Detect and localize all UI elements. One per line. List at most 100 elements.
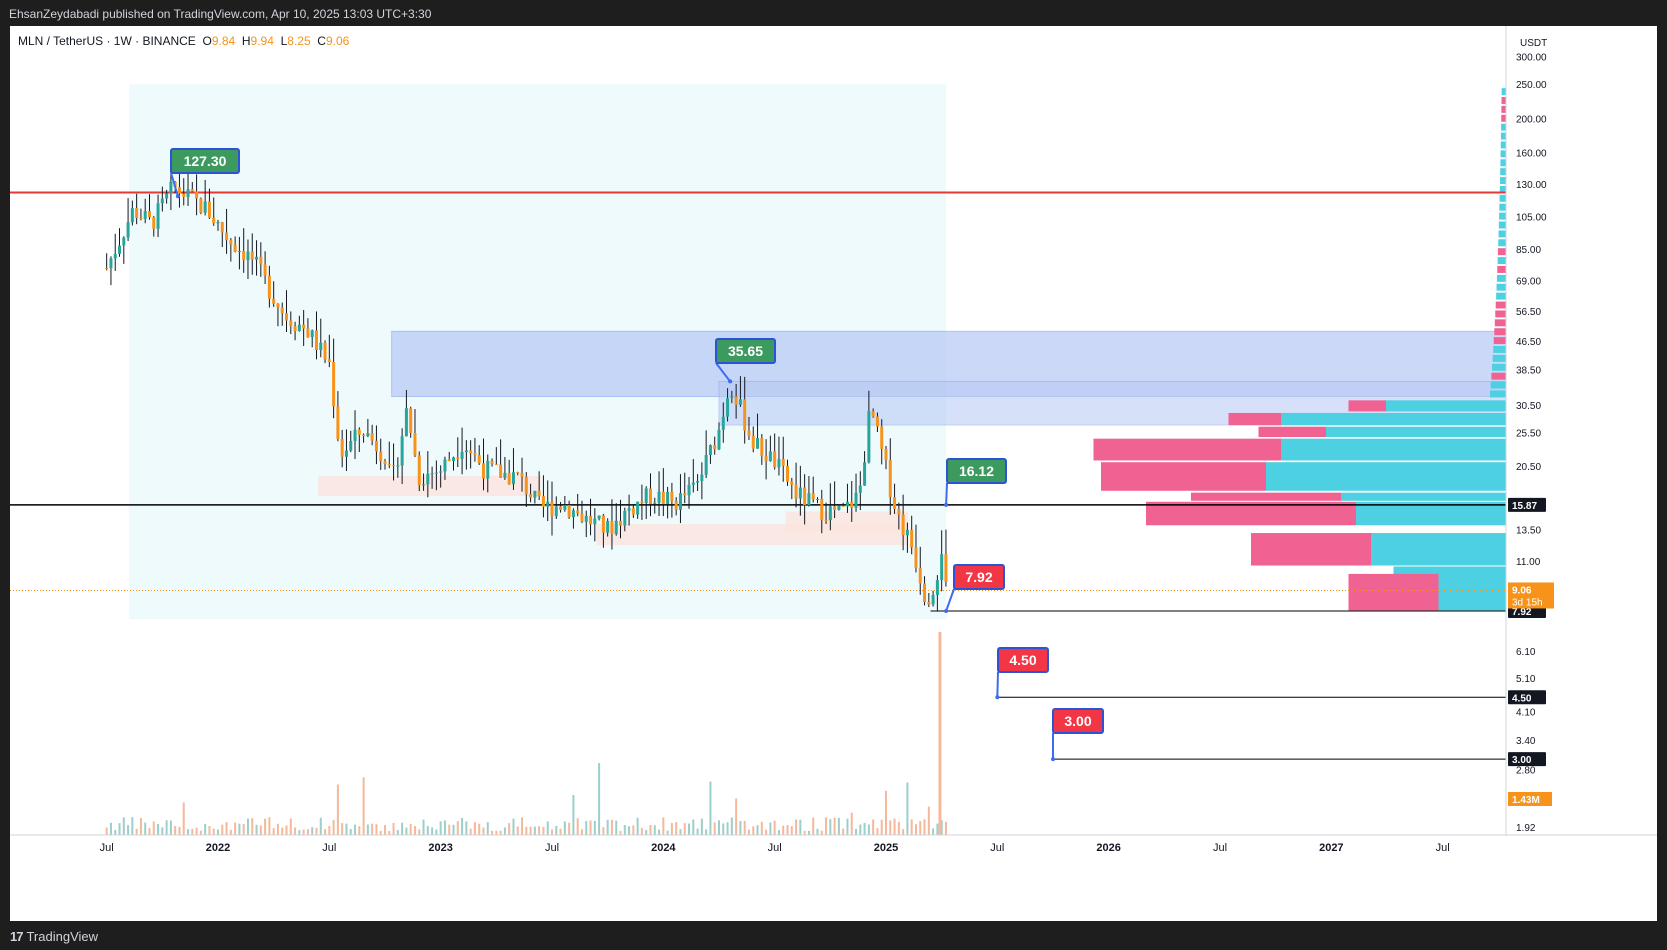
candle-body — [841, 505, 845, 507]
candle-body — [636, 501, 640, 515]
candle-body — [259, 256, 263, 265]
candle-body — [661, 491, 665, 504]
volume-bar — [529, 826, 532, 835]
volume-bar — [422, 819, 425, 835]
volume-bar — [195, 827, 198, 835]
candle-body — [863, 462, 867, 486]
candle-body — [494, 464, 498, 466]
volume-bar — [533, 826, 536, 835]
volume-profile-thin-bar — [1496, 283, 1506, 291]
candle-body — [207, 201, 211, 218]
volume-bar — [131, 817, 134, 835]
candle-body — [481, 463, 485, 479]
y-tick-label: 3.40 — [1516, 736, 1536, 747]
volume-bar — [718, 820, 720, 835]
candle-body — [554, 506, 558, 517]
volume-profile-thin-bar — [1499, 203, 1506, 211]
volume-bar — [469, 828, 472, 835]
candles — [105, 158, 948, 612]
volume-bar — [705, 829, 708, 835]
volume-bar — [769, 822, 772, 835]
candle-body — [760, 438, 764, 456]
callout-16-12-anchor — [944, 502, 949, 507]
volume-bar — [713, 822, 716, 835]
candle-body — [469, 450, 473, 454]
candle-body — [379, 451, 383, 462]
volume-bar — [906, 782, 909, 835]
tag-15-87-text: 15.87 — [1512, 501, 1537, 512]
candle-body — [798, 487, 802, 499]
volume-bar — [285, 825, 288, 835]
volume-bar — [255, 824, 258, 835]
volume-profile-up-bar — [1371, 533, 1506, 566]
price-chart[interactable]: 127.30 35.65 16.12 7.92 4.50 3.00 USDT 300.00 25… — [10, 26, 1657, 921]
volume-bar — [413, 826, 416, 835]
candle-body — [563, 505, 567, 510]
candle-body — [250, 251, 254, 260]
tag-7-92-text: 7.92 — [1512, 607, 1532, 618]
candle-body — [914, 547, 918, 569]
candle-body — [276, 303, 280, 308]
volume-bar — [876, 828, 879, 835]
candle-body — [550, 501, 554, 517]
tag-15-87-bg — [1508, 497, 1546, 512]
footer-brand[interactable]: TradingView — [26, 928, 99, 944]
y-tick-label: 56.50 — [1516, 307, 1541, 318]
callout-3-00-anchor — [1051, 757, 1055, 762]
volume-bar — [174, 825, 177, 835]
candle-body — [285, 313, 289, 321]
volume-bar — [525, 826, 528, 835]
candle-body — [768, 451, 772, 462]
candle-body — [777, 458, 781, 468]
y-tick-label: 105.00 — [1516, 213, 1547, 224]
callout-7-92-text: 7.92 — [965, 569, 992, 585]
volume-bar — [619, 830, 622, 835]
volume-profile-thin-bar — [1497, 265, 1506, 273]
chart-pane[interactable]: 127.30 35.65 16.12 7.92 4.50 3.00 USDT 300.00 25… — [10, 26, 1657, 921]
candle-body — [126, 222, 130, 238]
candle-body — [824, 519, 828, 521]
candle-body — [717, 429, 721, 450]
candle-body — [109, 258, 113, 269]
volume-bar — [264, 818, 267, 835]
volume-bar — [679, 829, 682, 835]
volume-bar — [388, 830, 391, 835]
candle-body — [537, 490, 541, 497]
volume-bar — [311, 827, 314, 835]
volume-bar — [165, 820, 168, 835]
candle-body — [854, 492, 858, 508]
candle-body — [499, 464, 503, 478]
volume-bar — [319, 817, 322, 835]
candle-body — [255, 256, 259, 260]
candle-body — [404, 408, 408, 437]
volume-profile-up-bar — [1266, 462, 1506, 491]
candle-body — [310, 330, 314, 338]
volume-bar — [396, 830, 399, 835]
volume-profile-thin-bar — [1492, 354, 1506, 362]
candle-body — [486, 460, 490, 479]
candle-body — [657, 491, 661, 503]
candle-body — [623, 510, 627, 526]
x-tick-label: Jul — [100, 842, 114, 854]
volume-bar — [765, 829, 768, 835]
candle-body — [396, 465, 400, 467]
callout-4-50-pointer — [996, 671, 999, 698]
volume-bar — [217, 829, 219, 835]
x-tick-label: 2024 — [651, 842, 676, 854]
candle-body — [387, 463, 391, 466]
volume-bar — [276, 823, 279, 835]
volume-profile-down-bar — [1093, 438, 1281, 461]
candle-body — [858, 485, 862, 493]
candle-body — [400, 436, 404, 466]
volume-bar — [773, 820, 776, 835]
volume-profile-thin-bar — [1494, 328, 1506, 336]
callout-7-92-box — [953, 564, 1005, 590]
volume-profile-up-bar — [1393, 566, 1506, 578]
volume-bar — [803, 830, 806, 835]
candle-body — [314, 330, 318, 351]
volume-bar — [161, 827, 164, 835]
volume-bar — [234, 822, 237, 835]
candle-body — [511, 472, 515, 485]
volume-bar — [807, 830, 810, 835]
candle-body — [571, 510, 575, 518]
